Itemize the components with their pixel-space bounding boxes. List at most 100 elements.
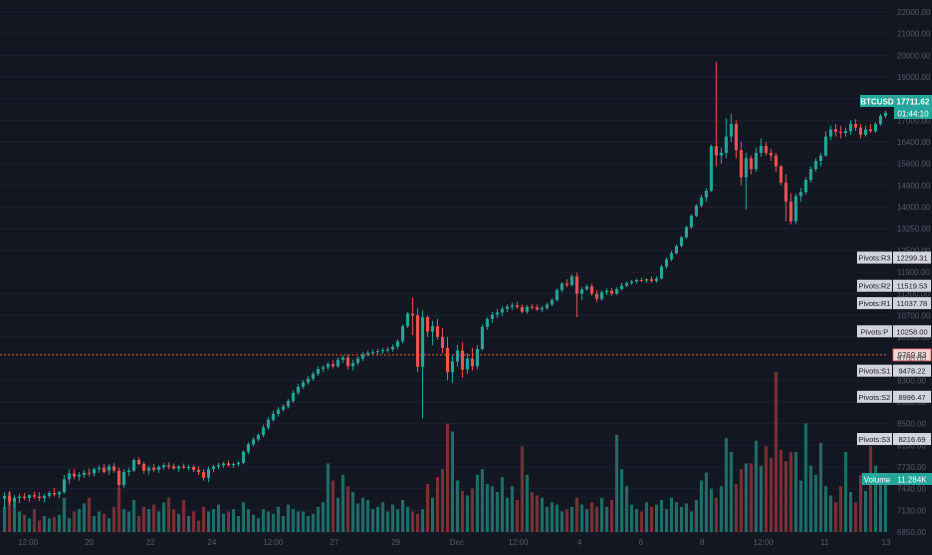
price-tick-label: 12500.00: [897, 246, 931, 255]
candle: [779, 165, 783, 186]
price-tick-label: 20000.00: [897, 51, 931, 60]
candle-body: [127, 470, 131, 473]
volume-bar: [22, 514, 26, 532]
candle: [57, 490, 61, 499]
candle: [490, 311, 494, 323]
volume-bar: [535, 495, 539, 532]
candle: [291, 390, 295, 404]
volume-bar: [72, 511, 76, 532]
symbol-label: BTCUSD: [860, 98, 894, 107]
candle: [679, 235, 683, 248]
pivot-name: Pivots:S1: [859, 367, 891, 376]
candle: [336, 357, 340, 368]
candle: [52, 487, 56, 497]
candle: [212, 464, 216, 473]
candle-body: [92, 469, 96, 474]
volume-value-label: 11.284K: [897, 476, 927, 485]
candle: [520, 304, 524, 314]
candle-body: [550, 300, 554, 305]
candle-body: [122, 472, 126, 486]
candle: [411, 297, 415, 336]
candle: [530, 303, 534, 310]
volume-bar: [570, 506, 574, 532]
candle-body: [620, 285, 624, 289]
candle-body: [789, 201, 793, 222]
pivot-label: Pivots:S3 8216.69: [857, 433, 931, 446]
volume-bar: [485, 484, 489, 532]
volume-bar: [640, 511, 644, 532]
candle-body: [729, 123, 733, 137]
volume-bar: [276, 506, 280, 532]
volume-bar: [296, 511, 300, 532]
pivot-value-bg: [893, 279, 931, 292]
candle: [555, 288, 559, 302]
candle: [754, 147, 758, 172]
volume-bar: [630, 504, 634, 532]
volume-bar: [495, 492, 499, 532]
candle-body: [72, 473, 76, 477]
candle-body: [251, 439, 255, 445]
volume-bar: [421, 509, 425, 532]
volume-bar: [664, 509, 669, 532]
candle-body: [854, 123, 858, 128]
candle-body: [610, 290, 614, 294]
candle-body: [326, 364, 330, 368]
candle: [152, 464, 156, 473]
volume-bar: [435, 477, 440, 532]
volume-bar: [27, 518, 31, 532]
volume-bar: [789, 452, 793, 532]
candle: [809, 166, 813, 183]
candle-body: [645, 279, 649, 281]
candle-body: [246, 444, 250, 452]
candle-body: [401, 326, 405, 342]
candle: [107, 464, 111, 475]
price-tick-label: 14000.00: [897, 203, 931, 212]
candle: [669, 251, 674, 262]
pivot-name: Pivots:S2: [859, 393, 891, 402]
candle-body: [834, 129, 838, 132]
candle: [610, 287, 614, 296]
candle-body: [266, 419, 270, 428]
candle-body: [216, 465, 221, 467]
volume-bar: [704, 472, 708, 532]
pivot-name-bg: [857, 364, 892, 377]
volume-bar: [82, 503, 86, 532]
candle: [455, 345, 459, 367]
volume-bar: [142, 506, 146, 532]
candle-body: [655, 278, 659, 282]
volume-bar: [854, 502, 858, 532]
candle: [595, 290, 599, 303]
candle-body: [286, 400, 290, 407]
candle: [664, 257, 669, 269]
volume-bar: [226, 511, 231, 532]
time-axis[interactable]: 12:00 20 22 24 12:00 27 29 Dec 12:00 4 6 8 12:00 11 13: [18, 538, 891, 547]
candle: [844, 127, 848, 137]
candle-body: [152, 467, 156, 470]
candle: [620, 282, 624, 291]
volume-value-label-bg: [892, 473, 932, 485]
price-tick-label: 14800.00: [897, 181, 931, 190]
candle: [182, 463, 186, 470]
volume-bar: [470, 488, 474, 532]
volume-bar: [610, 500, 614, 532]
candle-body: [605, 290, 609, 293]
candle-body: [839, 131, 843, 133]
candle: [625, 281, 629, 288]
candle: [650, 276, 654, 283]
volume-bar: [2, 506, 7, 532]
volume-bar: [187, 516, 191, 532]
volume-bar: [426, 484, 430, 532]
volume-bar: [878, 481, 883, 532]
candle: [351, 359, 355, 371]
price-tick-label: 21000.00: [897, 30, 931, 39]
candle-body: [167, 465, 171, 467]
candle-body: [849, 123, 853, 132]
candle: [391, 344, 395, 352]
volume-bar: [764, 446, 768, 532]
candle: [341, 355, 345, 363]
candle: [67, 469, 71, 484]
price-tick-label: 7130.00: [897, 506, 926, 515]
candle: [246, 442, 250, 455]
